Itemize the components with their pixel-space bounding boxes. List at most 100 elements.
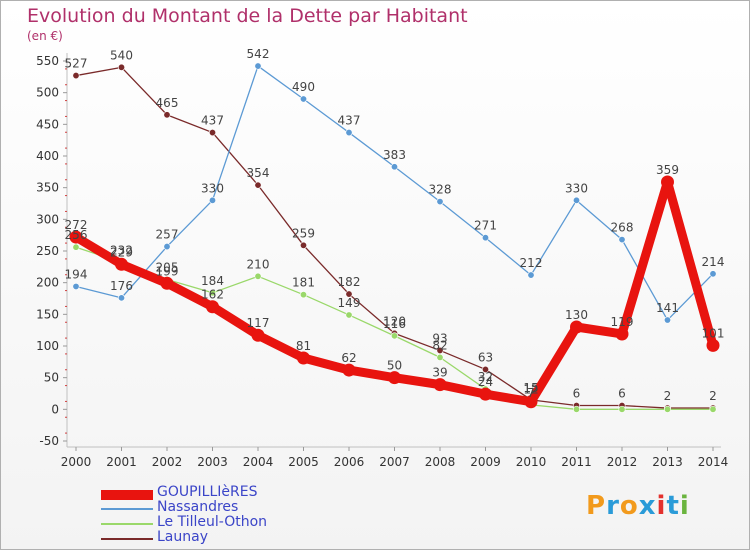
data-label: 119 [611, 315, 634, 329]
data-point [163, 111, 171, 119]
data-point [709, 405, 717, 413]
data-point [299, 291, 307, 299]
data-point [706, 338, 720, 352]
data-label: 540 [110, 48, 133, 62]
brand-letter: i [656, 491, 667, 521]
data-point [527, 271, 535, 279]
y-tick-label: 150 [36, 307, 59, 321]
data-label: 7 [527, 386, 535, 400]
data-label: 465 [156, 96, 179, 110]
data-label: 257 [156, 228, 179, 242]
data-point [209, 196, 217, 204]
x-tick-label: 2009 [470, 455, 501, 469]
brand-letter: x [638, 491, 657, 521]
y-tick-label: -50 [39, 434, 59, 448]
legend-swatch [101, 508, 153, 510]
data-point [209, 129, 217, 137]
data-point [436, 346, 444, 354]
data-label: 32 [478, 370, 493, 384]
x-tick-label: 2014 [698, 455, 729, 469]
data-label: 63 [478, 350, 493, 364]
data-label: 162 [201, 288, 224, 302]
data-label: 184 [201, 274, 224, 288]
y-tick-label: 0 [51, 402, 59, 416]
x-tick-label: 2010 [516, 455, 547, 469]
data-point [72, 282, 80, 290]
x-tick-label: 2002 [152, 455, 183, 469]
data-label: 149 [338, 296, 361, 310]
data-point [297, 351, 310, 365]
y-tick-label: 50 [44, 371, 59, 385]
data-label: 542 [247, 47, 270, 61]
brand-letter: t [666, 491, 680, 521]
y-tick-label: 100 [36, 339, 59, 353]
legend-label: GOUPILLIèRES [157, 484, 258, 500]
data-label: 82 [432, 338, 447, 352]
y-tick-label: 200 [36, 276, 59, 290]
data-label: 205 [156, 261, 179, 275]
data-label: 6 [573, 387, 581, 401]
data-point [299, 241, 307, 249]
data-point [118, 63, 126, 71]
data-point [615, 327, 629, 341]
data-point [481, 365, 489, 373]
brand-letter: i [679, 491, 690, 521]
y-tick-label: 550 [36, 54, 59, 68]
data-point [436, 353, 444, 361]
x-tick-label: 2008 [425, 455, 456, 469]
data-label: 12 [523, 383, 538, 397]
brand-letter: o [619, 491, 639, 521]
data-point [570, 320, 583, 334]
data-label: 330 [565, 181, 588, 195]
data-label: 176 [110, 279, 133, 293]
legend-label: Nassandres [157, 499, 239, 515]
legend-swatch [101, 523, 153, 525]
data-point [72, 243, 80, 251]
data-point [206, 300, 219, 314]
data-point [390, 163, 398, 171]
data-point [618, 405, 626, 413]
data-point [118, 294, 126, 302]
x-tick-label: 2005 [288, 455, 319, 469]
legend-label: Le Tilleul-Othon [157, 514, 268, 530]
y-tick-label: 500 [36, 86, 59, 100]
data-point [72, 72, 80, 80]
data-point [254, 62, 262, 70]
x-tick-label: 2012 [607, 455, 638, 469]
data-label: 437 [201, 114, 224, 128]
y-tick-label: 350 [36, 181, 59, 195]
data-point [342, 363, 356, 377]
data-point [254, 181, 262, 189]
data-point [345, 290, 353, 298]
data-label: 214 [702, 255, 725, 269]
legend-label: Launay [157, 529, 208, 545]
data-point [209, 289, 217, 297]
data-label: 50 [387, 359, 402, 373]
brand-logo: Proxiti [586, 491, 690, 521]
legend-swatch [101, 538, 153, 540]
data-point [69, 230, 83, 244]
x-tick-label: 2003 [197, 455, 228, 469]
data-point [163, 243, 171, 251]
x-tick-label: 2001 [106, 455, 137, 469]
data-label: 182 [338, 275, 361, 289]
data-point [479, 387, 492, 401]
data-point [388, 371, 401, 385]
data-label: 2 [709, 389, 717, 403]
chart-title: Evolution du Montant de la Dette par Hab… [27, 5, 468, 27]
x-tick-label: 2006 [334, 455, 365, 469]
data-label: 120 [383, 314, 406, 328]
data-point [481, 234, 489, 242]
data-label: 229 [110, 245, 133, 259]
data-point [663, 405, 671, 413]
data-label: 256 [65, 228, 88, 242]
data-label: 101 [702, 326, 725, 340]
data-point [251, 328, 265, 342]
data-label: 62 [341, 351, 356, 365]
data-label: 437 [338, 114, 361, 128]
data-label: 2 [664, 389, 672, 403]
x-tick-label: 2013 [652, 455, 683, 469]
data-label: 268 [611, 221, 634, 235]
legend-swatch [101, 490, 153, 500]
